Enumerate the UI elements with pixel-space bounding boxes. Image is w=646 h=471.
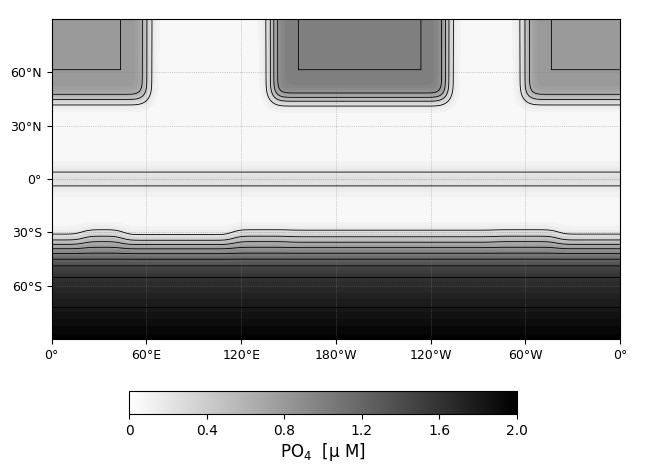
Text: PO$_4$  [μ M]: PO$_4$ [μ M] — [280, 441, 366, 463]
